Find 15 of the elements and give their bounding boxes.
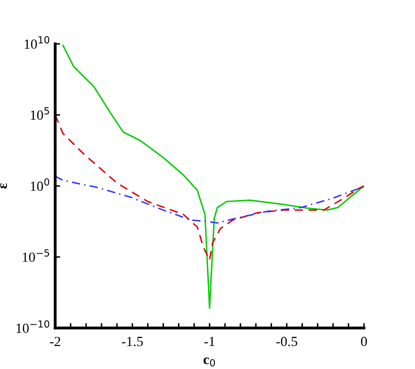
x-tick-label: 0 (361, 336, 367, 346)
line-series (62, 44, 364, 309)
x-tick-label: -2 (50, 336, 60, 346)
y-tick-label: 10$^{10}$ (24, 36, 50, 49)
x-axis-title: c$_{0}$ (204, 357, 215, 366)
y-tick-label: 10$^{0}$ (30, 178, 50, 191)
y-tick-label: 10$^{5}$ (30, 107, 49, 120)
line-series (55, 175, 364, 224)
y-tick-label: 10$^{−5}$ (22, 249, 50, 262)
y-axis-title: ε (0, 183, 7, 189)
y-tick-label: 10$^{−10}$ (16, 320, 50, 333)
line-series (55, 114, 364, 261)
x-tick-label: -1.5 (122, 336, 143, 346)
x-tick-label: -0.5 (276, 336, 298, 346)
x-tick-label: -1 (204, 336, 215, 346)
